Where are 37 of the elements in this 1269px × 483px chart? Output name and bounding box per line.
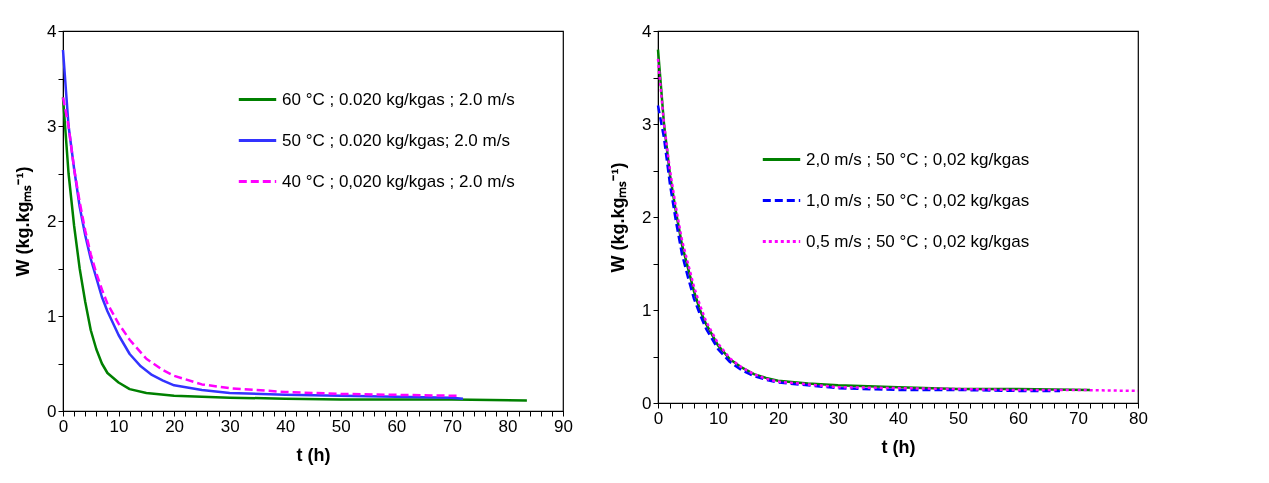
x-axis-title: t (h): [296, 444, 331, 465]
x-tick-label: 20: [165, 416, 185, 436]
x-axis-title: t (h): [881, 436, 916, 457]
legend-label: 1,0 m/s ; 50 °C ; 0,02 kg/kgas: [806, 190, 1030, 210]
x-tick-label: 80: [498, 416, 518, 436]
x-tick-label: 30: [829, 408, 848, 428]
x-tick-label: 50: [331, 416, 351, 436]
line-series: [656, 104, 1062, 393]
y-tick-label: 1: [642, 300, 652, 320]
legend-label: 40 °C ; 0,020 kg/kgas ; 2.0 m/s: [282, 171, 515, 191]
y-axis-title: W (kg.kgₘₛ⁻¹): [608, 162, 629, 273]
y-axis-title: W (kg.kgₘₛ⁻¹): [13, 166, 34, 277]
legend-label: 60 °C ; 0.020 kg/kgas ; 2.0 m/s: [282, 89, 515, 109]
x-tick-label: 80: [1129, 408, 1148, 428]
x-tick-label: 30: [220, 416, 240, 436]
x-tick-label: 70: [1069, 408, 1088, 428]
x-tick-label: 50: [949, 408, 968, 428]
y-tick-label: 2: [642, 207, 652, 227]
x-tick-label: 40: [889, 408, 908, 428]
y-tick-label: 4: [47, 21, 57, 41]
x-tick-label: 20: [769, 408, 788, 428]
x-tick-label: 10: [109, 416, 129, 436]
y-tick-label: 3: [642, 114, 652, 134]
x-tick-label: 60: [387, 416, 407, 436]
legend-label: 2,0 m/s ; 50 °C ; 0,02 kg/kgas: [806, 149, 1030, 169]
y-tick-label: 3: [47, 116, 57, 136]
y-tick-label: 4: [642, 21, 652, 41]
y-tick-label: 1: [47, 306, 57, 326]
x-tick-label: 40: [276, 416, 296, 436]
legend-label: 0,5 m/s ; 50 °C ; 0,02 kg/kgas: [806, 231, 1030, 251]
x-tick-label: 10: [709, 408, 728, 428]
x-tick-label: 70: [442, 416, 462, 436]
x-tick-label: 60: [1009, 408, 1028, 428]
x-tick-label: 90: [554, 416, 573, 436]
y-tick-label: 2: [47, 211, 57, 231]
legend-label: 50 °C ; 0.020 kg/kgas; 2.0 m/s: [282, 130, 510, 150]
y-tick-label: 0: [642, 393, 652, 413]
